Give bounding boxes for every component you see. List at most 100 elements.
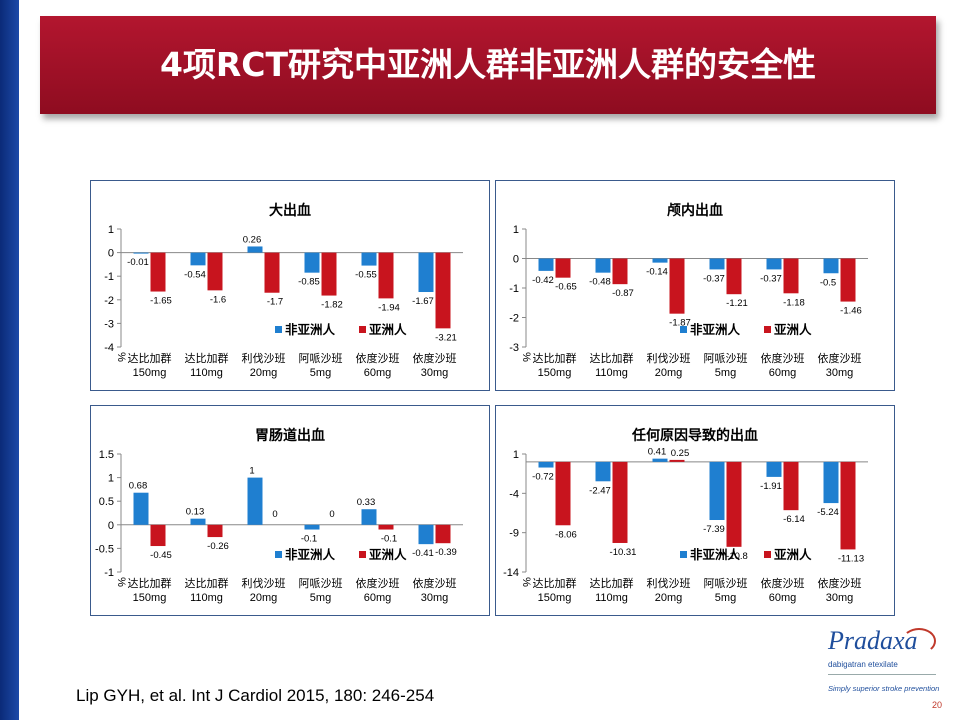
- category-dose-label: 20mg: [655, 592, 683, 604]
- data-label: -2.47: [589, 485, 611, 496]
- y-tick-label: -4: [509, 488, 519, 500]
- bar-non-asian: [652, 458, 668, 462]
- bar-asian: [378, 252, 394, 299]
- category-dose-label: 20mg: [655, 367, 683, 379]
- category-label: 利伐沙班: [647, 352, 691, 365]
- data-label: -1.21: [726, 298, 748, 309]
- y-tick-label: -0.5: [95, 543, 114, 555]
- legend-label: 非亚洲人: [690, 322, 741, 337]
- bar-non-asian: [247, 246, 263, 253]
- category-label: 依度沙班: [413, 351, 457, 365]
- data-label: -10.8: [726, 551, 748, 562]
- y-tick-label: 1.5: [99, 449, 114, 461]
- bar-non-asian: [823, 461, 839, 504]
- category-label: 依度沙班: [356, 351, 400, 365]
- legend-label: 非亚洲人: [285, 322, 336, 337]
- bar-non-asian: [418, 524, 434, 545]
- bar-non-asian: [652, 258, 668, 263]
- y-tick-label: 1: [108, 473, 114, 485]
- bar-non-asian: [418, 252, 434, 293]
- bar-asian: [840, 258, 856, 302]
- category-dose-label: 110mg: [190, 367, 223, 379]
- category-dose-label: 30mg: [421, 592, 449, 604]
- category-dose-label: 150mg: [133, 592, 167, 604]
- category-dose-label: 150mg: [133, 367, 167, 379]
- data-label: -0.39: [435, 547, 457, 558]
- bar-asian: [612, 461, 628, 543]
- category-dose-label: 60mg: [364, 592, 392, 604]
- legend-swatch: [680, 551, 687, 558]
- legend-swatch: [680, 326, 687, 333]
- bar-asian: [435, 524, 451, 544]
- bar-non-asian: [766, 461, 782, 477]
- bar-asian: [669, 459, 685, 462]
- chart-svg: 胃肠道出血 1.5 1 0.5 0 -0.5 -1% 0.68 -0.45 达比加群 150mg 0.…: [95, 427, 463, 604]
- chart-intracranial-bleeding: 颅内出血 1 0 -1 -2 -3% -0.42 -0.65 达比加群 150mg -0.48 -0.…: [495, 180, 895, 391]
- data-label: -7.39: [703, 524, 725, 535]
- data-label: -0.26: [207, 541, 229, 552]
- category-label: 达比加群: [128, 576, 172, 590]
- chart-svg: 大出血 1 0 -1 -2 -3 -4% -0.01 -1.65 达比加群 150mg -0.54 -1…: [104, 202, 463, 379]
- category-dose-label: 30mg: [421, 367, 449, 379]
- category-dose-label: 60mg: [769, 592, 797, 604]
- left-accent-band: [0, 0, 19, 720]
- data-label: -1.82: [321, 300, 343, 311]
- title-banner: 4项RCT研究中亚洲人群非亚洲人群的安全性: [40, 16, 936, 114]
- category-label: 阿哌沙班: [299, 352, 343, 365]
- bar-non-asian: [304, 524, 320, 530]
- category-dose-label: 5mg: [310, 367, 331, 379]
- y-tick-label: -14: [503, 567, 519, 579]
- data-label: -0.37: [703, 273, 725, 284]
- category-label: 达比加群: [128, 351, 172, 365]
- bar-non-asian: [361, 252, 377, 266]
- category-label: 依度沙班: [413, 576, 457, 590]
- category-dose-label: 30mg: [826, 592, 854, 604]
- data-label: -1.18: [783, 297, 805, 308]
- category-label: 利伐沙班: [242, 577, 286, 590]
- bar-non-asian: [361, 509, 377, 525]
- data-label: -0.42: [532, 275, 554, 286]
- y-axis-unit: %: [520, 577, 532, 587]
- legend-label: 非亚洲人: [690, 547, 741, 562]
- category-dose-label: 20mg: [250, 367, 278, 379]
- chart-any-bleeding: 任何原因导致的出血 1 -4 -9 -14% -0.72 -8.06 达比加群 150mg -2.…: [495, 405, 895, 616]
- bar-asian: [150, 524, 166, 547]
- data-label: -0.1: [301, 534, 317, 545]
- legend-swatch: [359, 326, 366, 333]
- data-label: 0.25: [671, 448, 690, 459]
- data-label: -0.41: [412, 548, 434, 559]
- data-label: -1.94: [378, 302, 400, 313]
- category-dose-label: 60mg: [769, 367, 797, 379]
- category-label: 依度沙班: [818, 576, 862, 590]
- data-label: -1.87: [669, 318, 691, 329]
- chart-svg: 颅内出血10-1-2-3%-0.42-0.65达比加群150mg-0.48-0.…: [509, 202, 868, 379]
- data-label: -11.13: [838, 553, 864, 564]
- data-label: 0.41: [648, 447, 667, 458]
- category-label: 利伐沙班: [647, 577, 691, 590]
- category-dose-label: 110mg: [595, 592, 628, 604]
- logo-subtitle: dabigatran etexilate: [828, 660, 898, 669]
- bar-asian: [840, 461, 856, 550]
- category-dose-label: 110mg: [595, 367, 628, 379]
- chart-title: 任何原因导致的出血: [631, 427, 758, 444]
- data-label: -0.55: [355, 270, 377, 281]
- data-label: -1.65: [150, 296, 172, 307]
- data-label: -1.91: [760, 481, 782, 492]
- bar-asian: [555, 258, 571, 278]
- category-label: 依度沙班: [356, 576, 400, 590]
- bar-asian: [378, 524, 394, 530]
- bar-asian: [264, 252, 280, 293]
- bar-non-asian: [709, 258, 725, 270]
- data-label: -0.37: [760, 273, 782, 284]
- data-label: 0.68: [129, 481, 148, 492]
- data-label: -1.46: [840, 306, 862, 317]
- bar-non-asian: [538, 258, 554, 271]
- y-tick-label: -1: [104, 567, 114, 579]
- data-label: -0.45: [150, 550, 172, 561]
- legend-label: 亚洲人: [774, 322, 812, 337]
- category-dose-label: 60mg: [364, 367, 392, 379]
- legend-swatch: [764, 326, 771, 333]
- data-label: -1.6: [210, 294, 226, 305]
- legend-label: 亚洲人: [369, 547, 407, 562]
- category-dose-label: 150mg: [538, 367, 572, 379]
